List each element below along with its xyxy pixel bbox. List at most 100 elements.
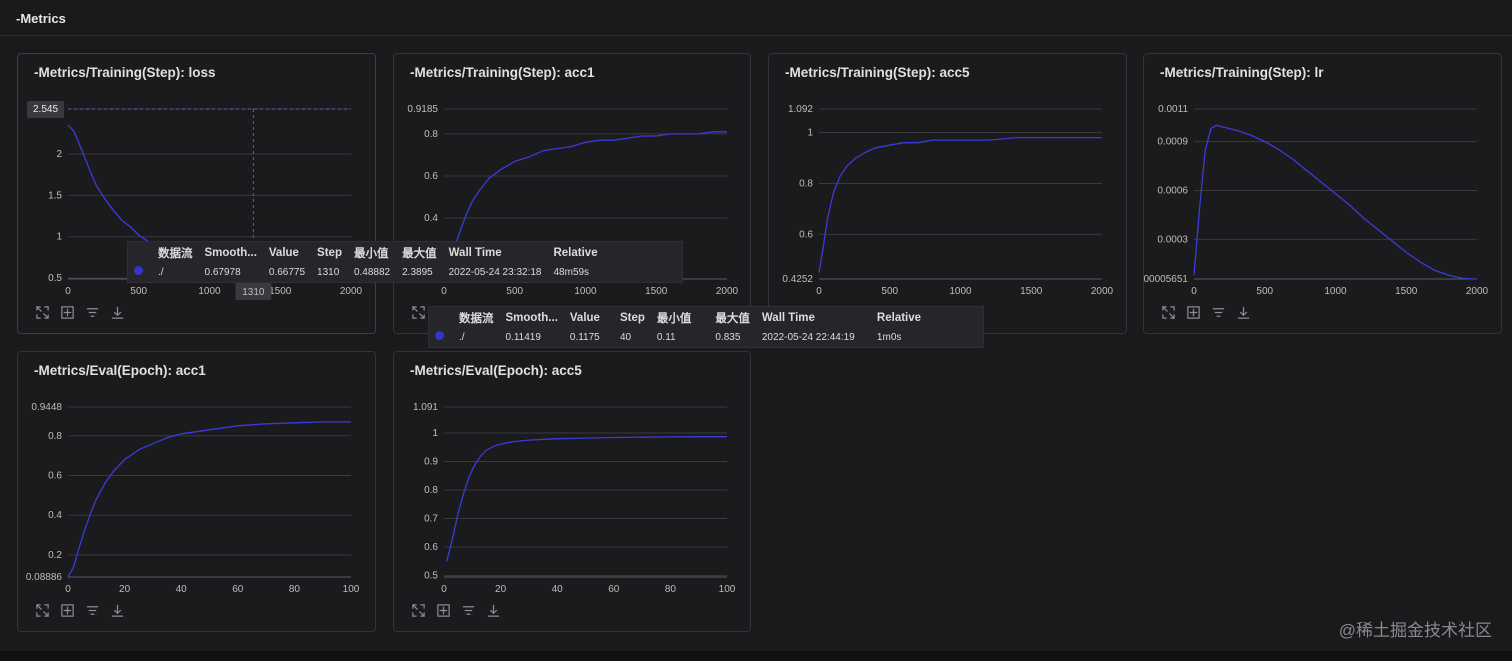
x-tick-label: 40	[176, 584, 188, 595]
smoothing-icon[interactable]	[460, 602, 477, 619]
cell-relative: 1m0s	[876, 331, 902, 343]
smoothing-icon[interactable]	[1210, 304, 1227, 321]
chart-toolbar	[410, 602, 502, 619]
download-icon[interactable]	[485, 602, 502, 619]
smoothing-icon[interactable]	[84, 602, 101, 619]
series-dot	[134, 266, 143, 275]
cell-max: 0.835	[715, 331, 741, 343]
x-tick-label: 2000	[1466, 286, 1489, 297]
section-title: -Metrics	[16, 11, 66, 26]
series-line[interactable]	[443, 131, 727, 278]
fit-domain-icon[interactable]	[1185, 304, 1202, 321]
y-tick-label: 0.4	[424, 213, 438, 224]
chart-title: -Metrics/Training(Step): loss	[34, 65, 216, 80]
x-tick-label: 1500	[1395, 286, 1418, 297]
x-tick-label: 100	[343, 584, 360, 595]
series-line[interactable]	[67, 421, 351, 578]
bottom-strip	[0, 651, 1512, 661]
x-tick-label: 0	[816, 286, 822, 297]
cell-min: 0.11	[656, 331, 676, 343]
y-tick-label: 1	[56, 232, 62, 243]
download-icon[interactable]	[109, 602, 126, 619]
cell-value: 0.66775	[268, 266, 306, 278]
card-eval-acc1[interactable]: -Metrics/Eval(Epoch): acc1 0.9448 0.2 0.4 0.…	[17, 351, 376, 632]
x-tick-label: 2000	[340, 286, 363, 297]
fit-domain-icon[interactable]	[59, 304, 76, 321]
y-tick-label: 1.091	[413, 402, 438, 413]
y-tick-label: 0.0011	[1158, 104, 1188, 115]
y-tick-label: 0.8	[799, 178, 813, 189]
hover-y-badge: 2.545	[27, 101, 65, 118]
fit-domain-icon[interactable]	[435, 602, 452, 619]
x-tick-label: 500	[881, 286, 898, 297]
x-tick-label: 0	[441, 286, 447, 297]
x-tick-label: 40	[552, 584, 564, 595]
download-icon[interactable]	[109, 304, 126, 321]
expand-icon[interactable]	[1160, 304, 1177, 321]
col-min: 最小值	[353, 248, 389, 260]
y-tick-label: 0.6	[48, 470, 62, 481]
fit-domain-icon[interactable]	[59, 602, 76, 619]
series-line[interactable]	[1193, 124, 1478, 280]
series-line[interactable]	[818, 136, 1102, 273]
x-tick-label: 20	[119, 584, 131, 595]
smoothing-icon[interactable]	[84, 304, 101, 321]
series-line[interactable]	[446, 436, 727, 562]
x-tick-label: 0	[65, 584, 71, 595]
chart-title: -Metrics/Eval(Epoch): acc5	[410, 363, 582, 378]
y-tick-label: 0.00005651	[1144, 274, 1188, 285]
y-tick-label: 1.092	[788, 104, 813, 115]
hover-x-badge-label: 1310	[242, 287, 265, 298]
x-tick-label: 500	[506, 286, 523, 297]
card-train-acc5[interactable]: -Metrics/Training(Step): acc5 1.092 0.6 0.8…	[768, 53, 1127, 334]
y-tick-label: 0.9448	[31, 402, 62, 413]
x-tick-label: 2000	[1091, 286, 1114, 297]
col-wall-time: Wall Time	[448, 247, 502, 259]
chart-plot[interactable]: 1.091 0.5 0.6 0.7 0.8 0.9 1 0 20 40 60 80 100	[394, 352, 752, 633]
y-tick-label: 0.9	[424, 456, 438, 467]
expand-icon[interactable]	[410, 602, 427, 619]
chart-toolbar	[34, 602, 126, 619]
y-tick-label: 0.6	[424, 542, 438, 553]
section-header[interactable]: -Metrics	[0, 0, 1512, 36]
x-tick-label: 500	[1256, 286, 1273, 297]
x-tick-label: 2000	[716, 286, 739, 297]
cell-smoothed: 0.67978	[204, 266, 241, 278]
download-icon[interactable]	[1235, 304, 1252, 321]
cell-max: 2.3895	[402, 266, 433, 278]
chart-title: -Metrics/Training(Step): acc1	[410, 65, 595, 80]
y-tick-label: 0.0009	[1157, 137, 1188, 148]
col-smoothed: Smooth...	[204, 247, 257, 259]
x-tick-label: 1000	[1324, 286, 1347, 297]
card-train-lr[interactable]: -Metrics/Training(Step): lr 0.0011 0.0003 0…	[1143, 53, 1502, 334]
card-eval-acc5[interactable]: -Metrics/Eval(Epoch): acc5 1.091 0.5 0.6 0.7…	[393, 351, 751, 632]
col-value: Value	[268, 247, 299, 259]
hover-x-badge: 1310	[235, 283, 272, 300]
cell-run: ./	[158, 266, 164, 278]
y-tick-label: 0.8	[48, 431, 62, 442]
y-tick-label: 0.6	[799, 229, 813, 240]
chart-toolbar	[1160, 304, 1252, 321]
col-run: 数据流	[459, 313, 494, 325]
card-train-loss[interactable]: -Metrics/Training(Step): loss 2.545 0.5 1 1.…	[17, 53, 376, 334]
y-tick-label: 0.7	[424, 514, 438, 525]
x-tick-label: 1500	[1020, 286, 1043, 297]
col-step: Step	[317, 247, 342, 259]
expand-icon[interactable]	[34, 304, 51, 321]
card-train-acc1[interactable]: -Metrics/Training(Step): acc1 0.9185 0.4 0.…	[393, 53, 751, 334]
col-run: 数据流	[158, 248, 193, 260]
expand-icon[interactable]	[34, 602, 51, 619]
y-tick-label: 0.8	[424, 129, 438, 140]
y-tick-label: 0.6	[424, 171, 438, 182]
x-tick-label: 100	[719, 584, 736, 595]
x-tick-label: 0	[1191, 286, 1197, 297]
hover-tooltip-acc1: 数据流 Smooth... Value Step 最小值 最大值 Wall Ti…	[428, 306, 984, 348]
chart-title: -Metrics/Training(Step): acc5	[785, 65, 970, 80]
expand-icon[interactable]	[410, 304, 427, 321]
chart-plot[interactable]: 0.9185 0.4 0.6 0.8 0 500 1000 1500 2000	[394, 54, 752, 335]
x-tick-label: 500	[130, 286, 147, 297]
